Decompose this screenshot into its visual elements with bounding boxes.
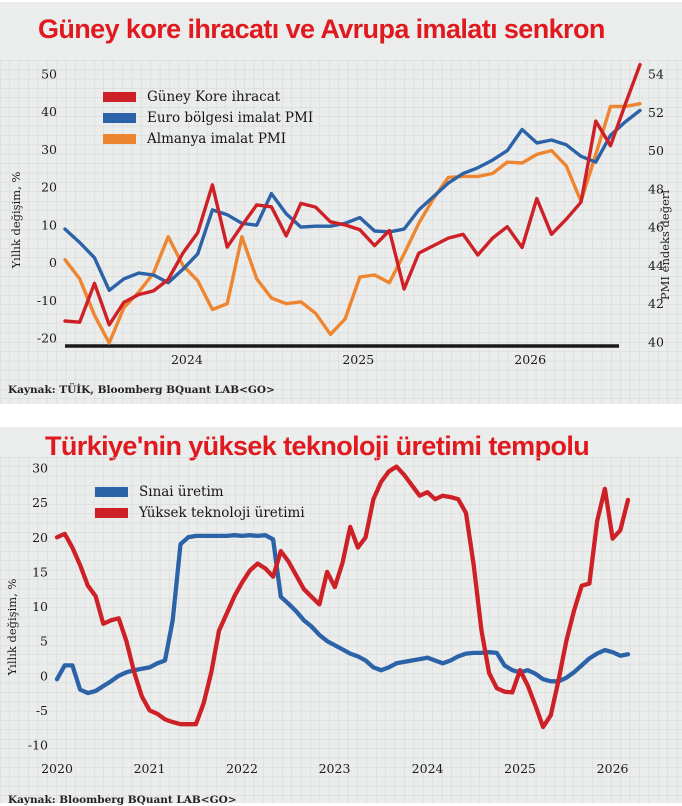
svg-text:10: 10 [32, 599, 48, 614]
svg-text:2023: 2023 [319, 761, 351, 776]
svg-text:-20: -20 [37, 331, 57, 346]
svg-text:30: 30 [41, 142, 57, 157]
svg-text:10: 10 [41, 217, 57, 232]
svg-text:50: 50 [41, 67, 57, 82]
chart-title: Türkiye'nin yüksek teknoloji üretimi tem… [45, 431, 590, 461]
legend-label: Sınai üretim [139, 483, 224, 500]
svg-text:2024: 2024 [171, 352, 203, 367]
svg-text:2021: 2021 [134, 761, 166, 776]
svg-text:0: 0 [40, 668, 48, 683]
legend-item: Almanya imalat PMI [103, 128, 313, 149]
legend-label: Euro bölgesi imalat PMI [147, 109, 314, 126]
source-note: Kaynak: TÜİK, Bloomberg BQuant LAB<GO> [8, 384, 275, 396]
svg-text:40: 40 [41, 104, 57, 119]
chart-title: Güney kore ihracatı ve Avrupa imalatı se… [38, 14, 605, 44]
svg-text:2020: 2020 [41, 761, 73, 776]
legend-item: Sınai üretim [95, 481, 305, 502]
svg-text:30: 30 [32, 461, 48, 476]
turkey-hightech-chart-panel: Türkiye'nin yüksek teknoloji üretimi tem… [0, 427, 682, 806]
svg-text:46: 46 [648, 220, 664, 235]
svg-text:48: 48 [648, 181, 664, 196]
legend-item: Güney Kore ihracat [103, 86, 313, 107]
chart-area: 30 25 20 15 10 5 0 -5 -10 2020 2021 2022 2023 2024 202… [0, 457, 682, 806]
legend-item: Euro bölgesi imalat PMI [103, 107, 313, 128]
svg-text:52: 52 [648, 105, 664, 120]
legend-label: Yüksek teknoloji üretimi [139, 504, 305, 521]
legend-label: Almanya imalat PMI [147, 130, 287, 147]
legend: Sınai üretim Yüksek teknoloji üretimi [95, 481, 305, 523]
korea-europe-chart-panel: Güney kore ihracatı ve Avrupa imalatı se… [0, 2, 682, 404]
svg-text:54: 54 [648, 67, 664, 82]
source-note: Kaynak: Bloomberg BQuant LAB<GO> [8, 794, 237, 806]
legend-swatch-blue [95, 486, 128, 497]
chart-canvas: 50 40 30 20 10 0 -10 -20 54 52 50 48 46 44 42 40 2024 202… [0, 60, 682, 404]
svg-text:0: 0 [49, 255, 57, 270]
legend-swatch-red [103, 91, 136, 102]
svg-text:2025: 2025 [504, 761, 536, 776]
svg-text:-10: -10 [37, 293, 57, 308]
svg-text:Yıllık değişim, %: Yıllık değişim, % [5, 578, 19, 676]
svg-text:2022: 2022 [226, 761, 258, 776]
svg-text:-5: -5 [36, 703, 48, 718]
svg-text:20: 20 [41, 180, 57, 195]
svg-text:40: 40 [648, 335, 664, 350]
chart-area: 50 40 30 20 10 0 -10 -20 54 52 50 48 46 44 42 40 2024 202… [0, 60, 682, 404]
legend-swatch-red [95, 507, 128, 518]
svg-text:2024: 2024 [412, 761, 444, 776]
svg-text:25: 25 [32, 495, 48, 510]
legend-swatch-blue [103, 112, 136, 123]
svg-text:2026: 2026 [597, 761, 629, 776]
svg-text:-10: -10 [28, 738, 48, 753]
svg-text:2026: 2026 [514, 352, 546, 367]
legend: Güney Kore ihracat Euro bölgesi imalat P… [103, 86, 313, 149]
svg-text:Yıllık değişim, %: Yıllık değişim, % [9, 171, 23, 269]
legend-label: Güney Kore ihracat [147, 88, 281, 105]
svg-text:44: 44 [648, 258, 664, 273]
svg-text:2025: 2025 [342, 352, 374, 367]
svg-text:50: 50 [648, 143, 664, 158]
svg-text:20: 20 [32, 530, 48, 545]
legend-item: Yüksek teknoloji üretimi [95, 502, 305, 523]
svg-text:42: 42 [648, 296, 664, 311]
svg-text:15: 15 [32, 564, 48, 579]
svg-text:5: 5 [40, 634, 48, 649]
legend-swatch-orange [103, 133, 136, 144]
svg-text:PMI endeks değeri: PMI endeks değeri [658, 190, 672, 300]
